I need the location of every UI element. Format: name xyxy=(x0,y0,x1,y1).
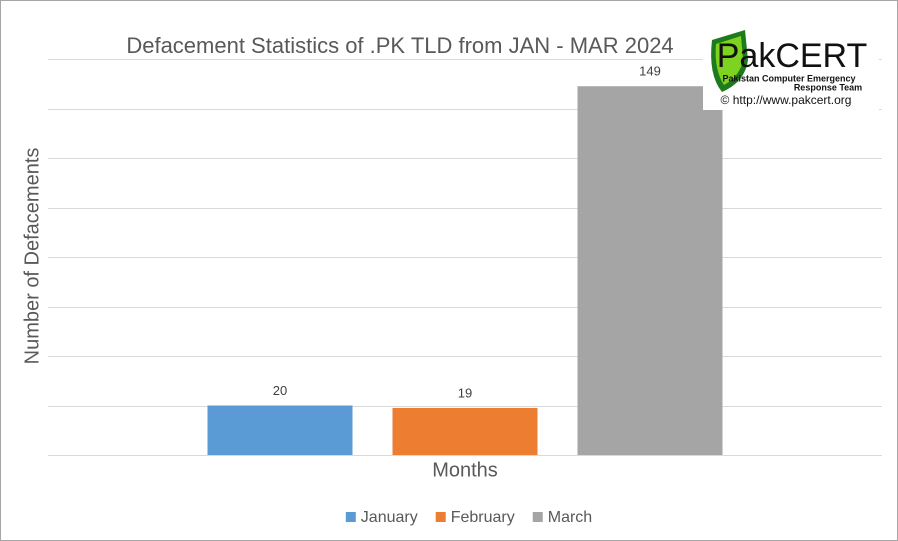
legend-swatch xyxy=(532,512,543,522)
legend-swatch xyxy=(435,512,446,522)
data-label: 149 xyxy=(639,64,661,79)
chart-title: Defacement Statistics of .PK TLD from JA… xyxy=(126,33,673,58)
legend-item: January xyxy=(345,509,418,526)
legend-swatch xyxy=(345,512,356,522)
legend-label: February xyxy=(451,509,515,526)
legend-label: March xyxy=(548,509,592,526)
logo-tagline: Response Team xyxy=(794,82,862,92)
plot-area: 20 19 149 xyxy=(48,59,882,456)
data-label: 20 xyxy=(273,383,287,398)
data-label: 19 xyxy=(458,385,472,400)
bar xyxy=(577,86,723,455)
bar xyxy=(207,405,353,455)
legend: January February March xyxy=(345,509,592,526)
bar xyxy=(392,407,538,455)
legend-item: March xyxy=(532,509,592,526)
legend-label: January xyxy=(361,509,418,526)
logo: PakCERT Pakistan Computer Emergency Resp… xyxy=(703,26,879,110)
y-axis-label: Number of Defacements xyxy=(21,148,43,365)
x-axis-label: Months xyxy=(432,459,498,481)
logo-tagline: Pakistan Computer Emergency xyxy=(722,73,855,83)
legend-item: February xyxy=(435,509,515,526)
logo-name: PakCERT xyxy=(717,37,868,75)
logo-url: © http://www.pakcert.org xyxy=(721,93,852,107)
logo-shield-inner xyxy=(715,36,743,85)
